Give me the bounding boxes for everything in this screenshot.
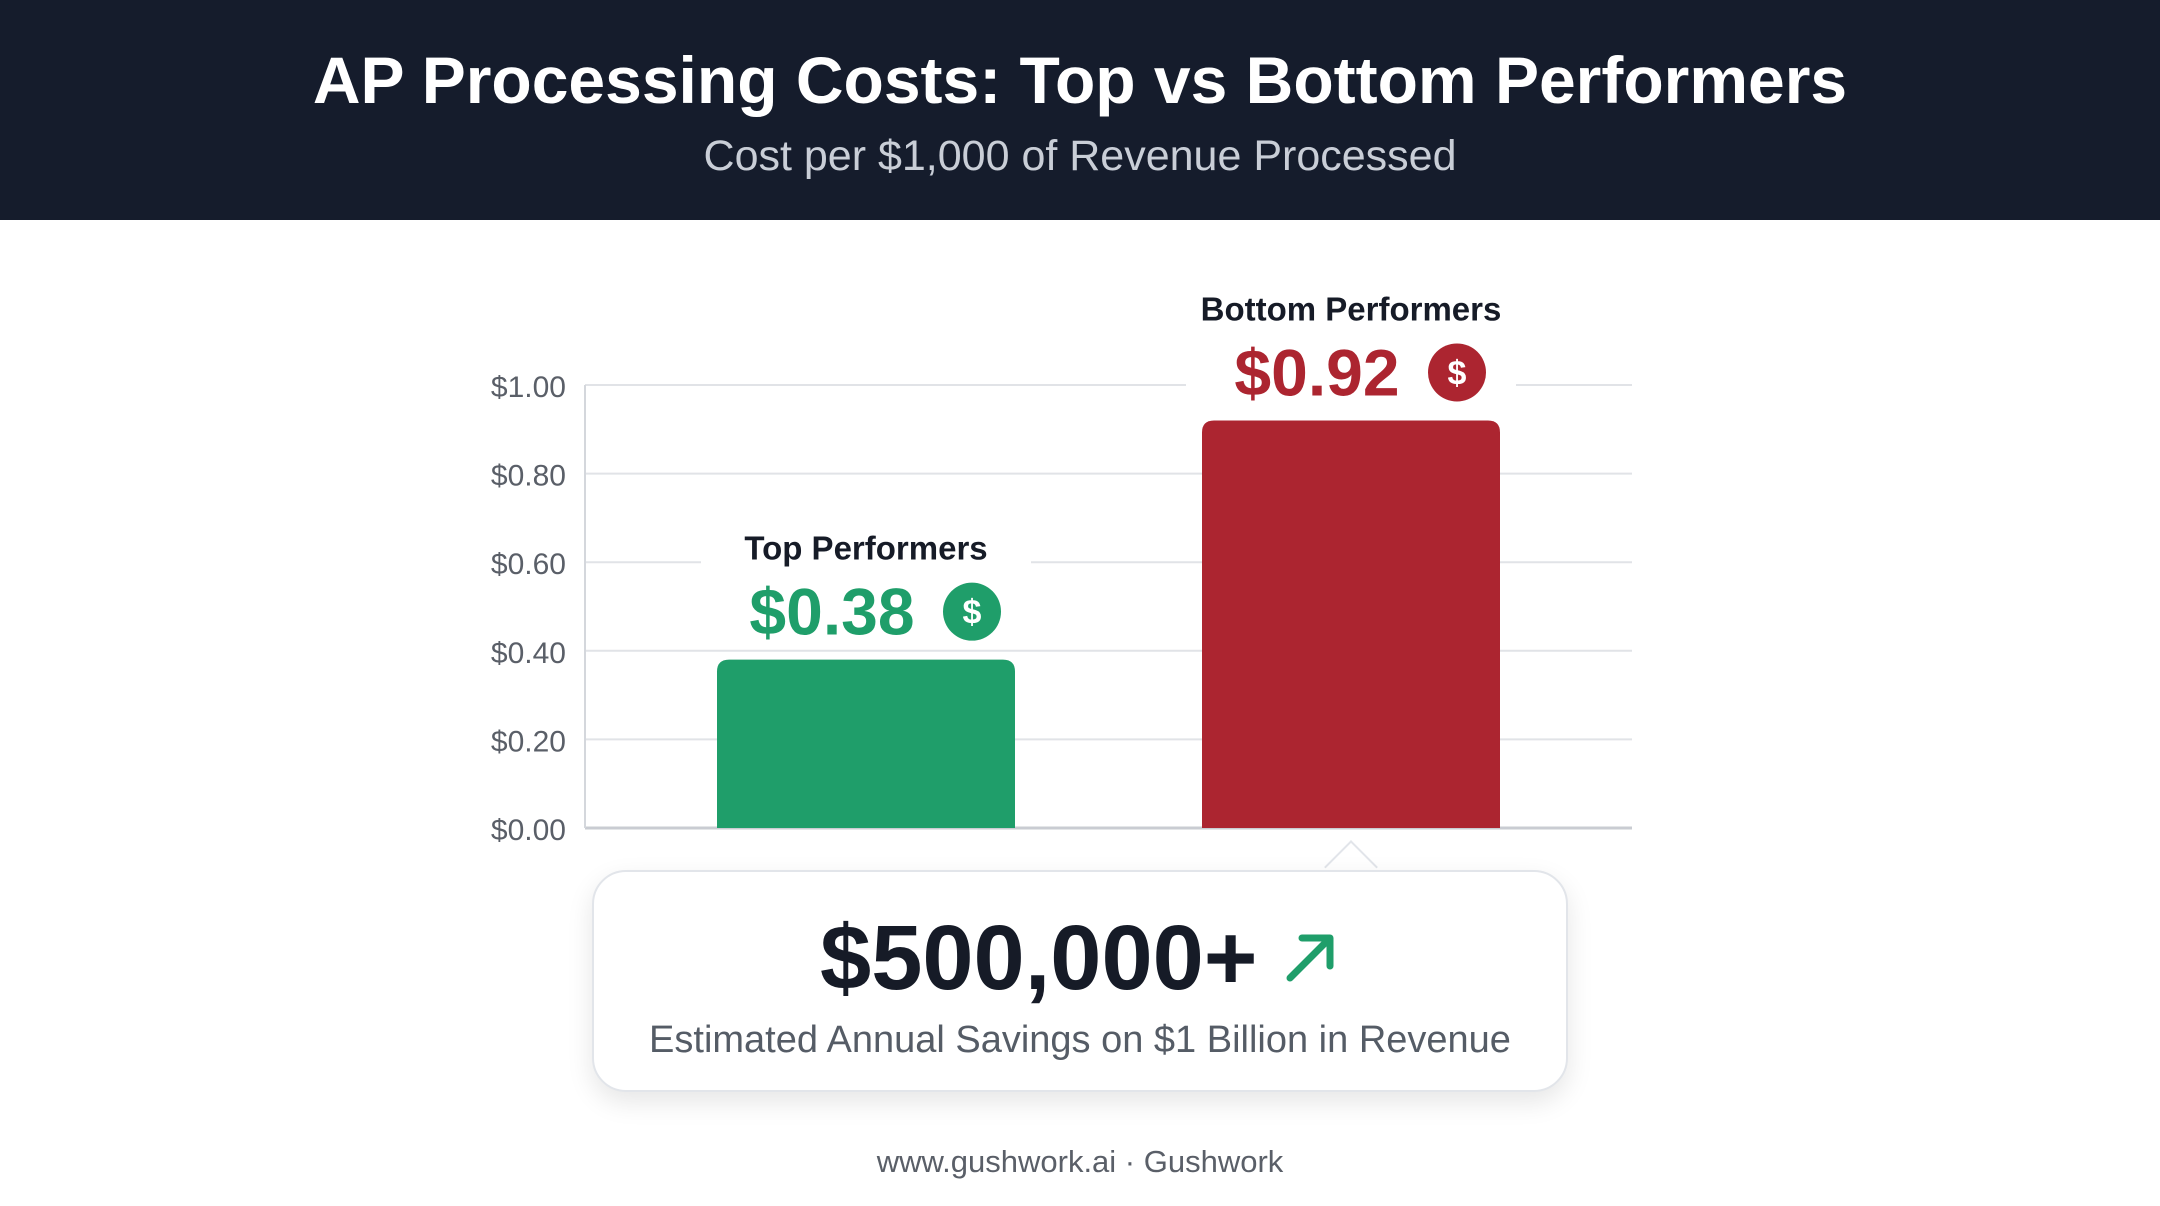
chart-subtitle: Cost per $1,000 of Revenue Processed [703,132,1457,180]
bar-category-label: Top Performers [744,530,987,567]
header-banner: AP Processing Costs: Top vs Bottom Perfo… [0,0,2160,220]
footer-credit: www.gushwork.ai · Gushwork [876,1144,1284,1179]
bar-bottom-performers [1202,420,1500,828]
trend-up-arrow-icon [1280,926,1340,991]
bar-top-performers [717,659,1015,828]
savings-callout: $500,000+ Estimated Annual Savings on $1… [592,870,1568,1092]
bar-category-label: Bottom Performers [1201,290,1502,327]
dollar-sign-glyph: $ [963,594,982,632]
bar-value-label: $0.92 [1234,335,1399,409]
dollar-sign-glyph: $ [1448,354,1467,392]
dollar-circle-icon [1428,343,1486,402]
y-tick-label: $0.80 [491,460,566,493]
y-tick-label: $1.00 [491,371,566,404]
bar-chart: $0.00 $0.20 $0.40 $0.60 $0.80 $1.00 Top Perfor… [491,290,1632,847]
y-tick-label: $0.40 [491,637,566,670]
savings-value: $500,000+ [820,907,1258,1009]
savings-caption: Estimated Annual Savings on $1 Billion i… [649,1019,1511,1061]
y-tick-label: $0.20 [491,725,566,758]
bar-value-label: $0.38 [749,575,914,649]
chart-title: AP Processing Costs: Top vs Bottom Perfo… [312,43,1848,117]
y-tick-label: $0.00 [491,814,566,847]
dollar-circle-icon [943,582,1001,641]
callout-value-row: $500,000+ [594,908,1566,1008]
y-tick-label: $0.60 [491,548,566,581]
